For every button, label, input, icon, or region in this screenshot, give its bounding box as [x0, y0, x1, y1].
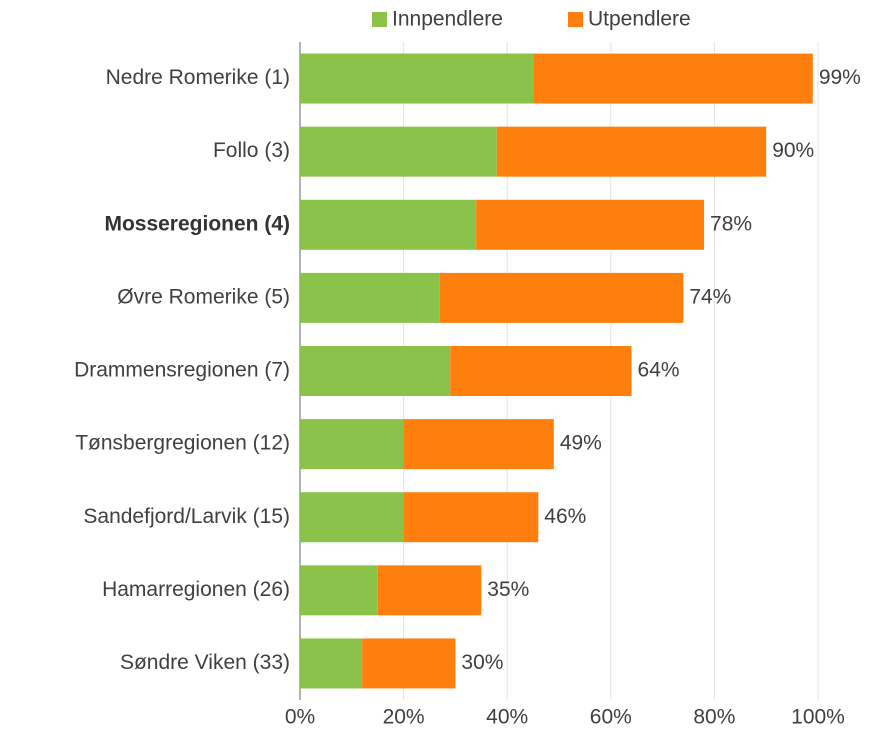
bar-segment	[300, 346, 451, 396]
total-label: 46%	[544, 505, 586, 528]
x-tick-label: 60%	[590, 706, 632, 729]
total-label: 49%	[560, 432, 602, 455]
bar-segment	[476, 199, 705, 250]
x-tick-label: 100%	[791, 706, 845, 729]
bar-segment	[300, 199, 477, 250]
bar-segment	[403, 419, 554, 470]
bar-segment	[300, 53, 534, 104]
legend-swatch	[568, 12, 583, 27]
x-tick-label: 0%	[285, 706, 315, 729]
y-tick-label: Øvre Romerike (5)	[117, 285, 290, 308]
y-tick-label: Søndre Viken (33)	[120, 651, 290, 674]
bar-segment	[496, 126, 767, 177]
y-tick-label: Follo (3)	[213, 139, 290, 162]
y-tick-label: Mosseregionen (4)	[104, 212, 290, 235]
bar-segment	[300, 638, 363, 689]
y-tick-label: Hamarregionen (26)	[102, 578, 290, 601]
y-tick-label: Drammensregionen (7)	[74, 359, 290, 382]
total-label: 35%	[487, 578, 529, 601]
bar-segment	[300, 419, 404, 470]
bar-segment	[300, 272, 440, 323]
bar-segment	[300, 565, 378, 616]
bar-segment	[300, 492, 404, 543]
bar-segment	[362, 638, 456, 689]
total-label: 74%	[689, 285, 731, 308]
legend-label: Utpendlere	[588, 8, 691, 31]
x-tick-label: 40%	[486, 706, 528, 729]
total-label: 99%	[819, 66, 861, 89]
y-tick-label: Tønsbergregionen (12)	[75, 432, 290, 455]
bar-segment	[403, 492, 539, 543]
legend-swatch	[372, 12, 387, 27]
bar-segment	[450, 346, 632, 396]
total-label: 30%	[461, 651, 503, 674]
bar-segment	[533, 53, 813, 104]
x-tick-label: 80%	[693, 706, 735, 729]
total-label: 64%	[638, 359, 680, 382]
total-label: 90%	[772, 139, 814, 162]
legend-label: Innpendlere	[392, 8, 503, 31]
y-tick-label: Nedre Romerike (1)	[106, 66, 290, 89]
x-tick-label: 20%	[383, 706, 425, 729]
bar-segment	[377, 565, 482, 616]
bar-segment	[300, 126, 497, 177]
total-label: 78%	[710, 212, 752, 235]
y-tick-label: Sandefjord/Larvik (15)	[83, 505, 290, 528]
bar-segment	[439, 272, 684, 323]
